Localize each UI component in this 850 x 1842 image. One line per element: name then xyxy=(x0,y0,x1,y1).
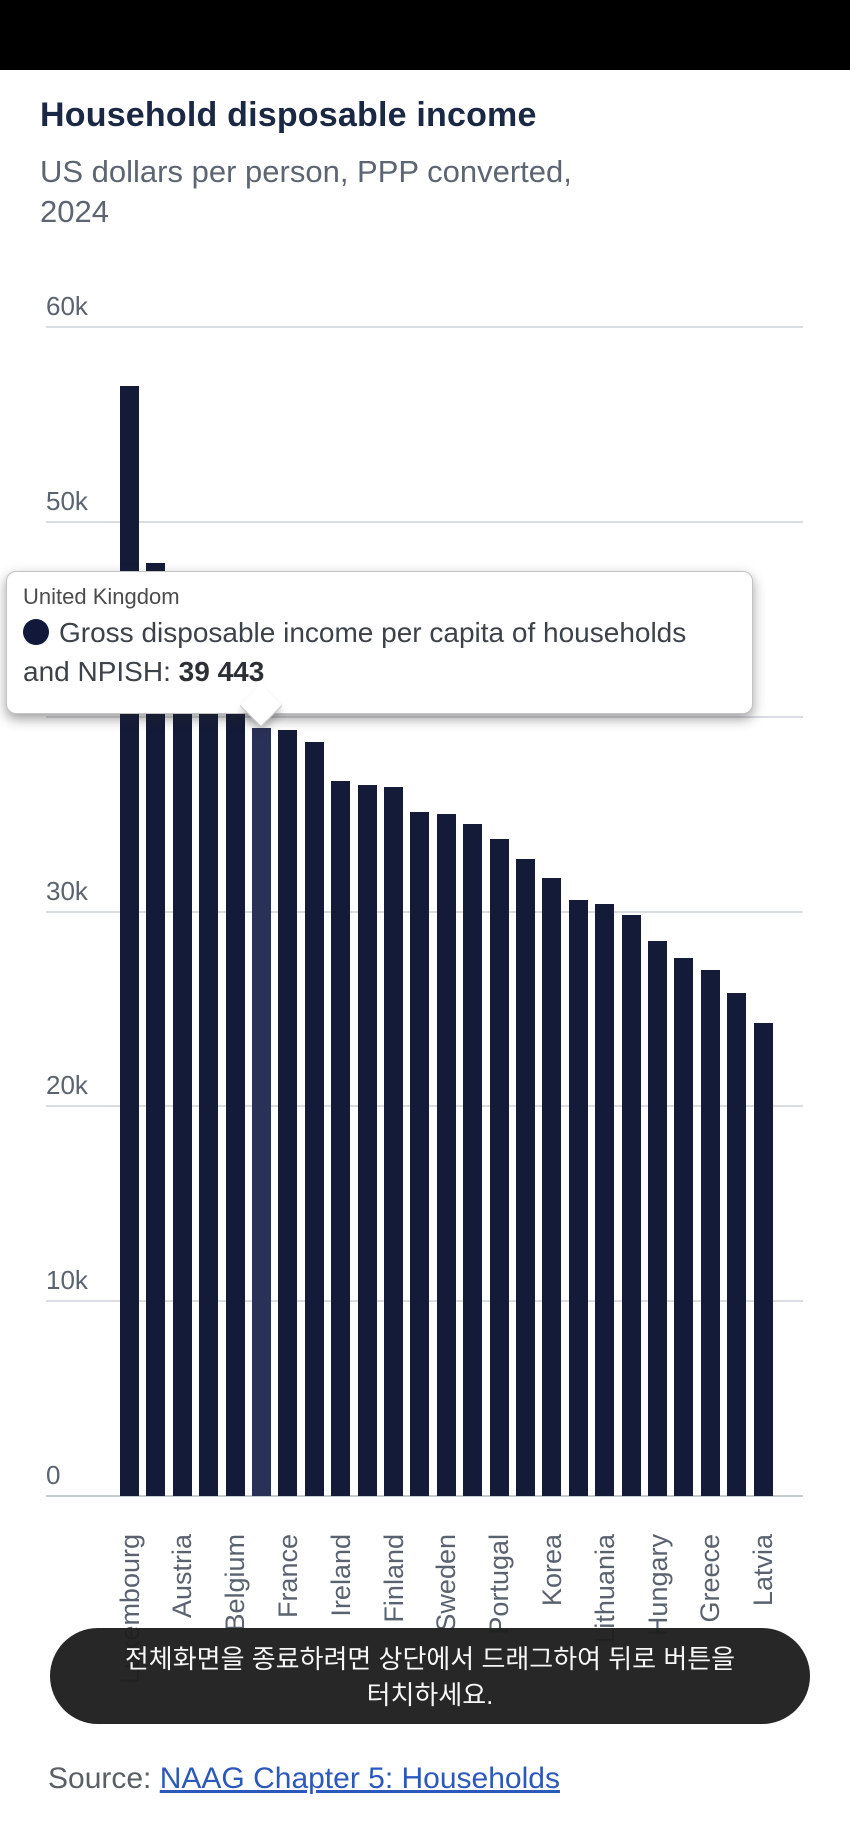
toast-line1: 전체화면을 종료하려면 상단에서 드래그하여 뒤로 버튼을 xyxy=(124,1644,736,1674)
bar[interactable] xyxy=(463,823,483,1496)
y-axis-tick-label: 30k xyxy=(46,875,88,906)
bar[interactable] xyxy=(278,730,298,1496)
bar[interactable] xyxy=(727,993,747,1496)
bar[interactable] xyxy=(357,784,377,1496)
chart-title: Household disposable income xyxy=(40,96,537,134)
bar[interactable] xyxy=(568,899,588,1496)
bar[interactable] xyxy=(304,742,324,1496)
bar[interactable] xyxy=(542,878,562,1496)
y-axis-tick-label: 0 xyxy=(46,1460,61,1490)
bar[interactable] xyxy=(674,958,694,1496)
bar[interactable] xyxy=(331,781,351,1496)
bar[interactable] xyxy=(225,687,245,1496)
y-axis-tick-label: 50k xyxy=(46,485,88,516)
bar[interactable] xyxy=(700,970,720,1496)
bar[interactable] xyxy=(489,839,509,1496)
status-bar xyxy=(0,0,850,70)
bar[interactable] xyxy=(753,1022,773,1496)
tooltip: United Kingdom Gross disposable income p… xyxy=(6,571,753,714)
android-toast: 전체화면을 종료하려면 상단에서 드래그하여 뒤로 버튼을 터치하세요. xyxy=(50,1628,810,1724)
bar[interactable] xyxy=(648,940,667,1496)
tooltip-value: 39 443 xyxy=(178,656,265,687)
bar[interactable] xyxy=(516,858,535,1496)
tooltip-series-line2: and NPISH: xyxy=(23,656,179,687)
tooltip-country: United Kingdom xyxy=(23,584,180,609)
bar[interactable] xyxy=(384,786,403,1496)
series-marker-icon xyxy=(23,619,49,645)
y-axis-tick-label: 60k xyxy=(46,291,88,321)
gridline-50k xyxy=(46,520,803,523)
y-axis-tick-label: 10k xyxy=(46,1265,88,1296)
bar[interactable] xyxy=(621,915,641,1496)
bar[interactable] xyxy=(120,385,139,1496)
bar[interactable] xyxy=(410,812,430,1496)
source-link[interactable]: NAAG Chapter 5: Households xyxy=(159,1762,560,1795)
y-axis-tick-label: 20k xyxy=(46,1070,88,1101)
chart-subtitle: US dollars per person, PPP converted, 20… xyxy=(40,154,572,229)
gridline-0 xyxy=(46,1495,803,1497)
bar[interactable] xyxy=(436,814,456,1496)
bar-highlighted[interactable] xyxy=(252,727,271,1496)
tooltip-body: Gross disposable income per capita of ho… xyxy=(23,613,736,691)
bar[interactable] xyxy=(199,650,219,1496)
bar[interactable] xyxy=(595,903,615,1496)
gridline-60k xyxy=(46,326,803,328)
bar[interactable] xyxy=(146,562,166,1496)
source-label: Source: xyxy=(48,1762,160,1795)
source-line: Source: NAAG Chapter 5: Households xyxy=(48,1762,808,1796)
gridline-40k xyxy=(46,715,803,718)
toast-line2: 터치하세요. xyxy=(366,1680,494,1710)
tooltip-series-line1: Gross disposable income per capita of ho… xyxy=(59,617,687,648)
bar[interactable] xyxy=(172,615,192,1496)
